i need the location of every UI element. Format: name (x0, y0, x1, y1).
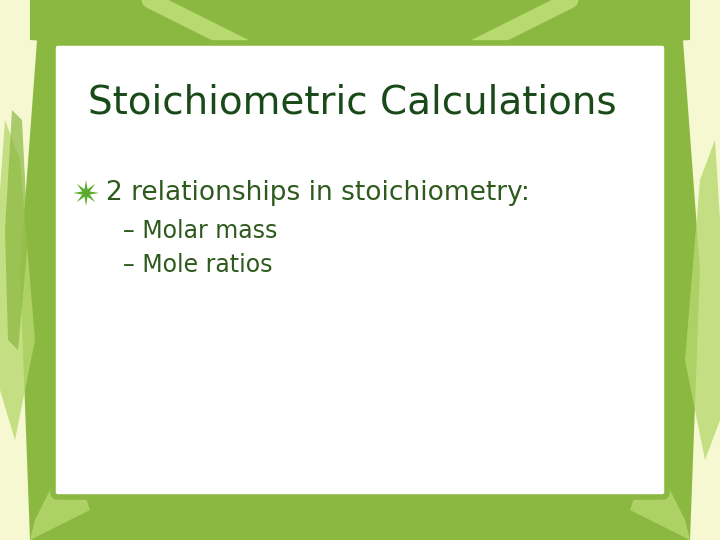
Polygon shape (630, 480, 690, 540)
Polygon shape (645, 0, 700, 540)
Text: 2 relationships in stoichiometry:: 2 relationships in stoichiometry: (106, 180, 530, 206)
Polygon shape (20, 0, 75, 540)
Text: – Molar mass: – Molar mass (123, 219, 277, 243)
Polygon shape (30, 0, 690, 60)
Polygon shape (73, 180, 99, 206)
Polygon shape (5, 110, 28, 350)
Polygon shape (30, 485, 690, 540)
FancyBboxPatch shape (53, 43, 667, 497)
Polygon shape (685, 140, 720, 460)
Text: Stoichiometric Calculations: Stoichiometric Calculations (88, 84, 616, 122)
Polygon shape (0, 120, 35, 440)
Polygon shape (30, 480, 90, 540)
Text: – Mole ratios: – Mole ratios (123, 253, 272, 277)
